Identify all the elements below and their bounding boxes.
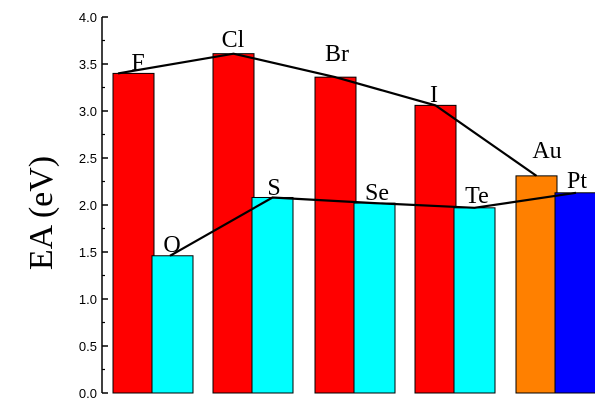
bar-label-au: Au [532,138,561,164]
y-tick-label: 1.0 [79,292,97,307]
bar-f [112,72,155,394]
bar-se [353,202,396,394]
bar-au [515,175,558,394]
bar-o [151,255,194,394]
bar-label-se: Se [365,180,389,206]
bar-br [314,76,357,394]
bar-i [414,104,457,394]
bar-label-o: O [163,232,180,258]
trend-lines-group [117,52,577,257]
trend-line-2 [169,191,577,257]
bar-te [453,207,496,394]
trend-line-1 [117,52,538,177]
bar-label-br: Br [325,41,349,67]
bar-s [251,196,294,394]
y-axis: 0.0 0.5 1.0 1.5 2.0 2.5 3.0 3.5 4.0 [79,10,108,401]
y-tick-label: 3.5 [79,57,97,72]
bar-label-te: Te [465,183,489,209]
bar-label-s: S [267,175,280,201]
bars-group [112,53,595,394]
y-tick-label: 0.0 [79,386,97,401]
bar-cl [212,53,255,394]
y-tick-label: 3.0 [79,104,97,119]
bar-pt [554,192,595,394]
bar-label-cl: Cl [222,27,245,53]
bar-label-i: I [430,82,438,108]
y-tick-label: 2.5 [79,151,97,166]
bar-label-pt: Pt [567,168,587,194]
y-tick-label: 2.0 [79,198,97,213]
bar-label-f: F [131,50,144,76]
y-tick-label: 1.5 [79,245,97,260]
y-axis-title: EA (eV) [23,156,60,270]
y-tick-label: 4.0 [79,10,97,25]
y-tick-label: 0.5 [79,339,97,354]
